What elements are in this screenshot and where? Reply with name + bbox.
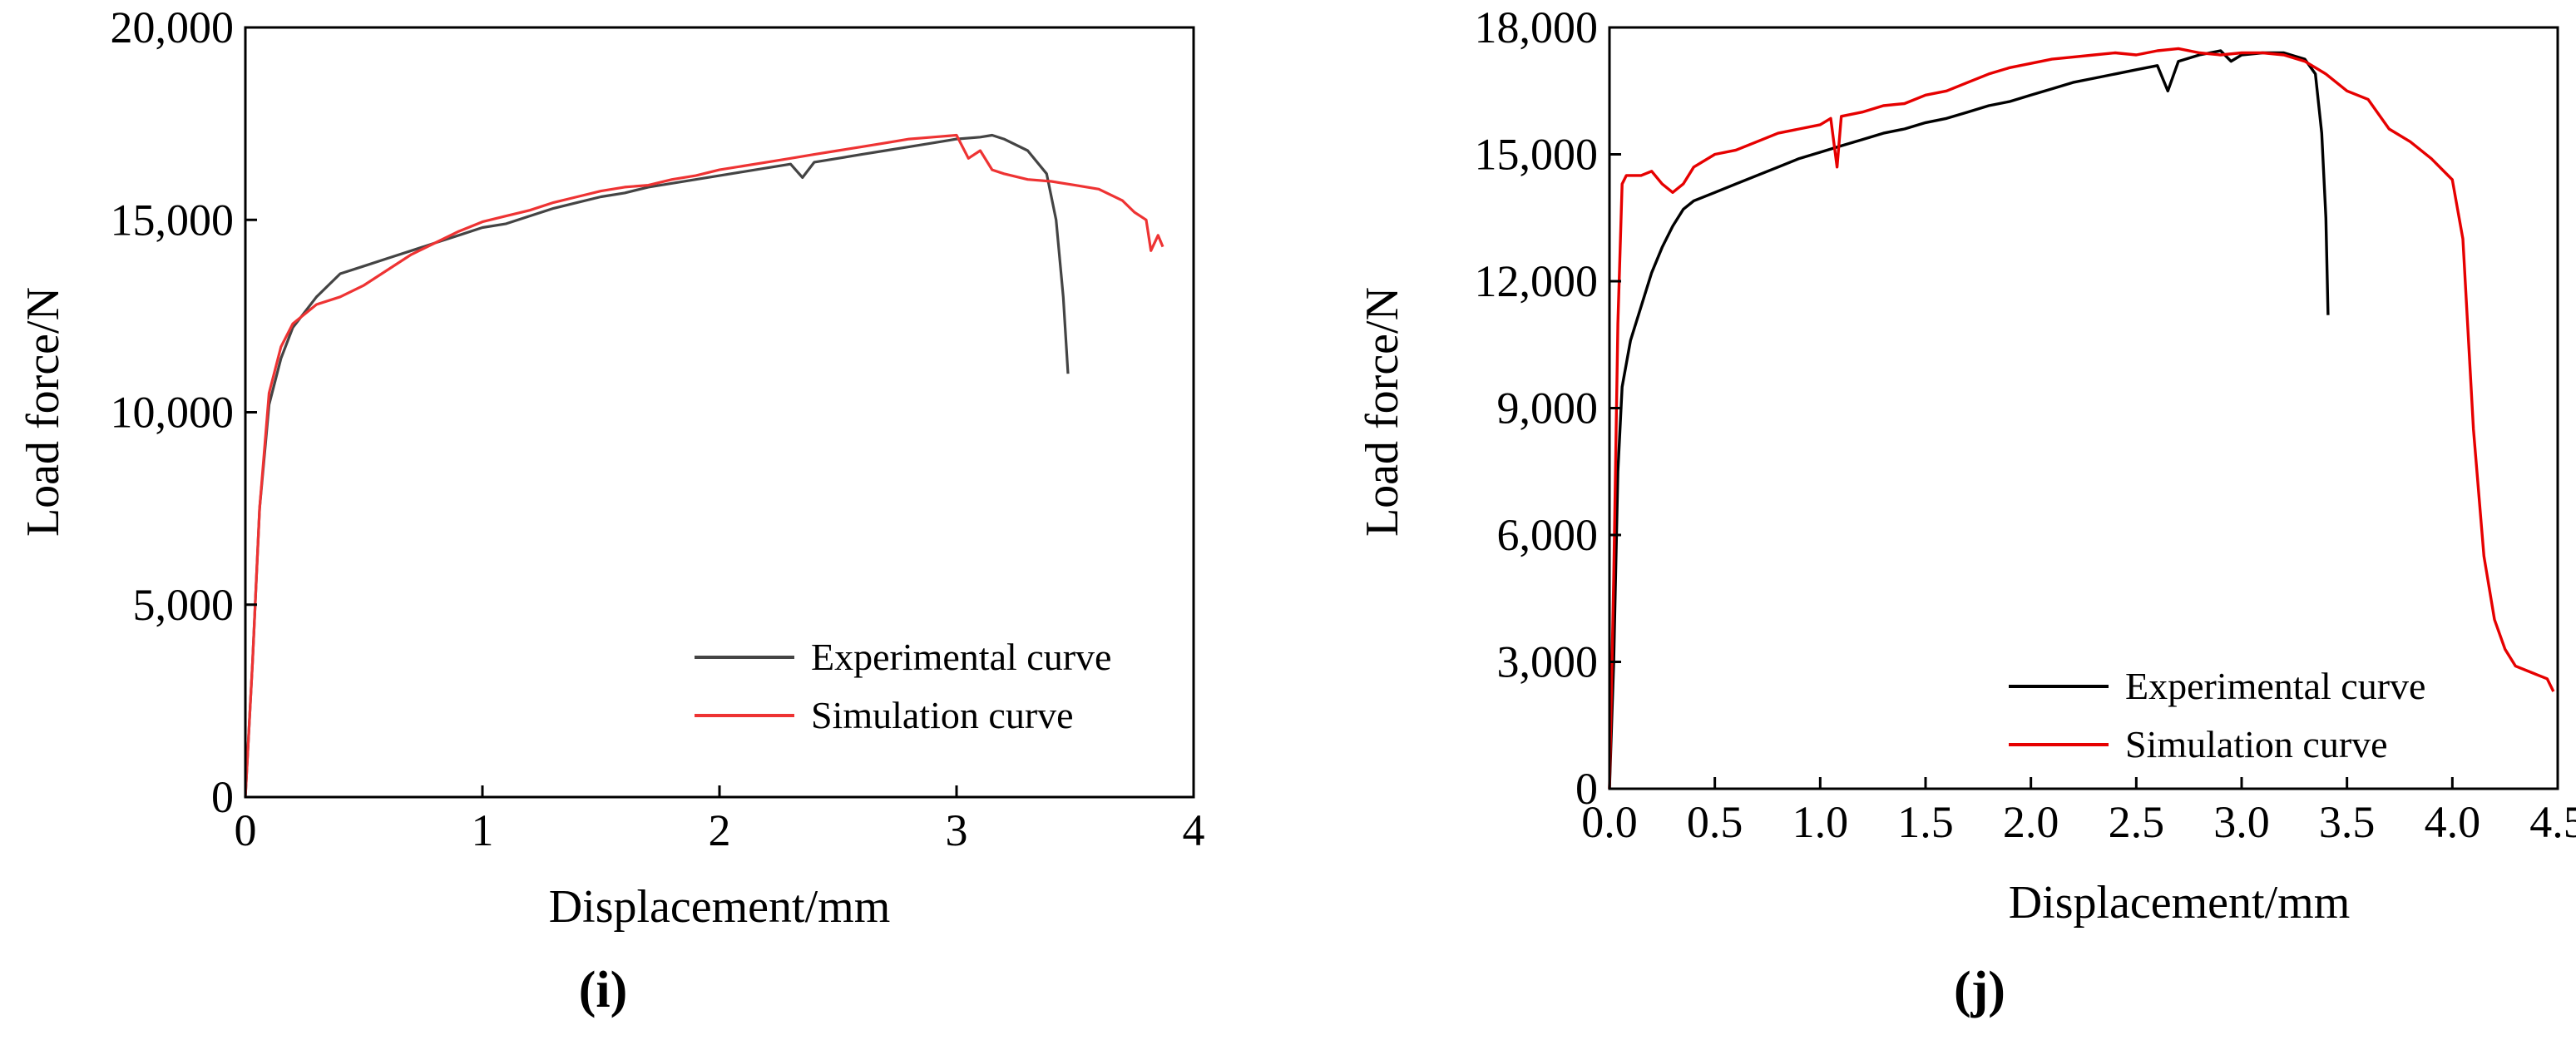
tick-labels: 0.0 0.5 1.0 1.5 2.0 2.5 3.0 3.5 4.0 4.5 0 3,000 6,00… — [1475, 2, 2576, 847]
series-line-experimental — [1608, 49, 2330, 790]
panel-label: (i) — [579, 962, 628, 1018]
tick-labels: 0 1 2 3 4 0 5,000 10,000 15,000 20,000 — [111, 2, 1205, 855]
x-tick-label: 1 — [472, 805, 494, 855]
x-tick-label: 0.5 — [1687, 797, 1743, 847]
legend-label-experimental: Experimental curve — [2125, 665, 2425, 707]
legend: Experimental curve Simulation curve — [2009, 665, 2425, 765]
y-axis-title: Load force/N — [1357, 287, 1408, 537]
x-tick-label: 3.5 — [2319, 797, 2376, 847]
plot-area: 0 1 2 3 4 0 5,000 10,000 15,000 20,000 — [111, 2, 1205, 855]
series-line-experimental — [244, 133, 1070, 798]
panel-label: (j) — [1954, 962, 2005, 1018]
series-line-simulation — [244, 133, 1164, 798]
axis-ticks — [1608, 26, 2559, 790]
x-tick-label: 2 — [709, 805, 731, 855]
x-tick-label: 4 — [1183, 805, 1205, 855]
x-tick-label: 0.0 — [1581, 797, 1638, 847]
x-tick-label: 1.0 — [1792, 797, 1849, 847]
x-tick-label: 3 — [946, 805, 968, 855]
y-axis-title: Load force/N — [17, 287, 69, 537]
y-tick-label: 5,000 — [133, 580, 235, 630]
y-tick-label: 0 — [1575, 764, 1598, 814]
axis-ticks — [244, 26, 1195, 799]
y-tick-label: 15,000 — [111, 195, 235, 245]
x-tick-label: 4.5 — [2529, 797, 2576, 847]
y-tick-label: 3,000 — [1497, 637, 1599, 687]
chart-panel-i: 0 1 2 3 4 0 5,000 10,000 15,000 20,000 Displaceme… — [17, 2, 1205, 1018]
y-tick-label: 9,000 — [1497, 384, 1599, 433]
x-tick-label: 4.0 — [2425, 797, 2481, 847]
y-tick-label: 10,000 — [111, 388, 235, 438]
series-line-simulation — [1608, 47, 2555, 790]
series-group — [244, 133, 1164, 798]
y-tick-label: 6,000 — [1497, 510, 1599, 560]
legend: Experimental curve Simulation curve — [695, 636, 1111, 736]
x-tick-label: 1.5 — [1897, 797, 1954, 847]
x-tick-label: 0 — [235, 805, 257, 855]
x-tick-label: 2.0 — [2003, 797, 2059, 847]
legend-label-simulation: Simulation curve — [811, 694, 1074, 736]
series-group — [1608, 47, 2555, 790]
chart-panel-j: 0.0 0.5 1.0 1.5 2.0 2.5 3.0 3.5 4.0 4.5 0 3,000 6,00… — [1357, 2, 2576, 1018]
legend-label-simulation: Simulation curve — [2125, 723, 2388, 765]
plot-frame — [244, 26, 1195, 799]
x-axis-title: Displacement/mm — [549, 881, 891, 933]
x-tick-label: 3.0 — [2213, 797, 2270, 847]
y-tick-label: 15,000 — [1475, 130, 1599, 180]
x-axis-title: Displacement/mm — [2009, 877, 2351, 929]
y-tick-label: 20,000 — [111, 2, 235, 52]
y-tick-label: 0 — [211, 772, 234, 822]
plot-area: 0.0 0.5 1.0 1.5 2.0 2.5 3.0 3.5 4.0 4.5 0 3,000 6,00… — [1475, 2, 2576, 847]
y-tick-label: 12,000 — [1475, 256, 1599, 306]
x-tick-label: 2.5 — [2109, 797, 2165, 847]
y-tick-label: 18,000 — [1475, 2, 1599, 52]
legend-label-experimental: Experimental curve — [811, 636, 1111, 678]
